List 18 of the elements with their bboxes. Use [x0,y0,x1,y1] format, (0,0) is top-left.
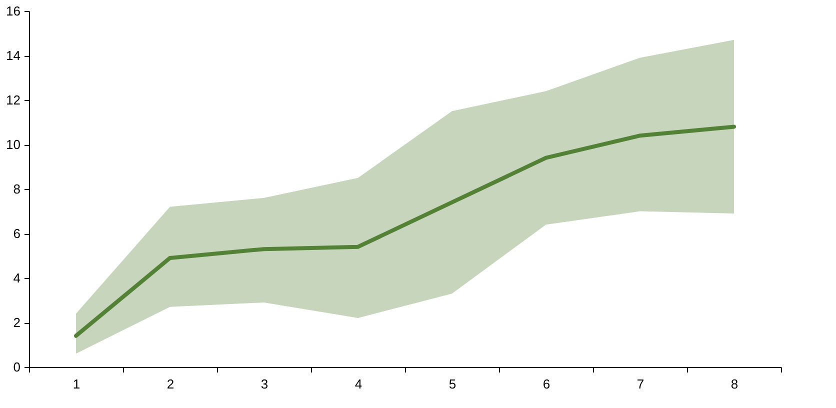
y-tick-label: 0 [13,360,20,374]
x-tick-label: 5 [448,376,456,392]
y-tick-label: 12 [6,92,20,108]
y-tick-label: 14 [6,48,20,63]
x-tick-label: 1 [72,376,80,392]
line-series [74,124,736,338]
y-tick-label: 16 [6,4,20,18]
x-tick-label: 6 [542,376,550,392]
y-tick-label: 10 [6,137,20,152]
x-tick-label: 7 [636,376,644,392]
x-tick-label: 8 [730,376,738,392]
y-tick-label: 6 [13,226,20,241]
y-tick-label: 2 [13,315,20,330]
y-tick-label: 4 [13,270,20,286]
x-tick-label: 3 [260,376,268,392]
x-tick-label: 4 [354,376,362,392]
x-tick-label: 2 [166,376,174,392]
y-tick-label: 8 [13,182,20,196]
